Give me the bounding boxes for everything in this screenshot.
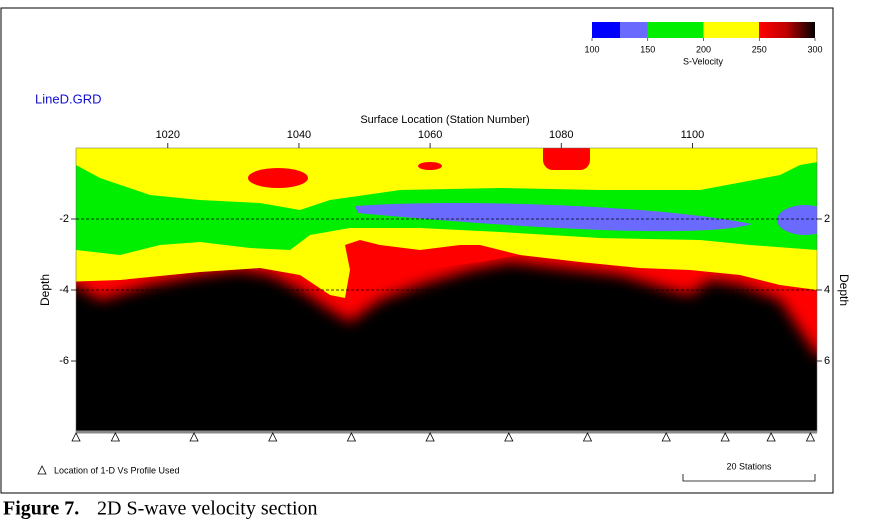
station-marker xyxy=(346,432,357,442)
colorbar-tick-label: 250 xyxy=(752,44,767,54)
legend-marker xyxy=(37,465,47,475)
velocity-section xyxy=(76,148,817,432)
y-axis-label: Depth xyxy=(38,274,52,306)
station-marker xyxy=(720,432,730,442)
y-tick-label: -6 xyxy=(59,355,69,367)
y2-axis-label: Depth xyxy=(837,274,851,306)
station-marker xyxy=(189,432,199,442)
colorbar-tick-label: 300 xyxy=(807,44,822,54)
colorbar-tick-label: 100 xyxy=(584,44,599,54)
plot-title: LineD.GRD xyxy=(35,91,101,106)
station-marker xyxy=(110,432,120,442)
colorbar-tick-label: 150 xyxy=(640,44,655,54)
y-tick-label: -2 xyxy=(59,213,69,225)
colorbar-tick-label: 200 xyxy=(696,44,711,54)
station-marker xyxy=(661,432,671,442)
x-axis-label: Surface Location (Station Number) xyxy=(360,114,529,126)
y-tick-label: -4 xyxy=(59,284,69,296)
y2-tick-label: 2 xyxy=(824,213,830,225)
station-marker xyxy=(71,432,81,442)
x-tick-label: 1080 xyxy=(549,129,573,141)
station-marker xyxy=(504,432,514,442)
x-tick-label: 1020 xyxy=(156,129,180,141)
station-marker xyxy=(766,432,776,442)
station-marker xyxy=(582,432,593,442)
y2-tick-label: 4 xyxy=(824,284,830,296)
station-marker xyxy=(805,432,816,442)
x-tick-label: 1100 xyxy=(681,129,705,141)
scale-bar xyxy=(682,474,816,482)
station-marker xyxy=(425,432,435,442)
colorbar-label: S-Velocity xyxy=(683,56,724,66)
station-marker xyxy=(268,432,278,442)
colorbar xyxy=(592,22,815,38)
x-tick-label: 1060 xyxy=(418,129,442,141)
scale-bar-label: 20 Stations xyxy=(726,461,772,471)
x-tick-label: 1040 xyxy=(287,129,311,141)
y2-tick-label: 6 xyxy=(824,355,830,367)
figure-frame xyxy=(0,7,834,494)
caption-text: 2D S-wave velocity section xyxy=(97,498,318,520)
caption-number: Figure 7. xyxy=(3,498,79,520)
legend-label: Location of 1-D Vs Profile Used xyxy=(54,465,180,475)
